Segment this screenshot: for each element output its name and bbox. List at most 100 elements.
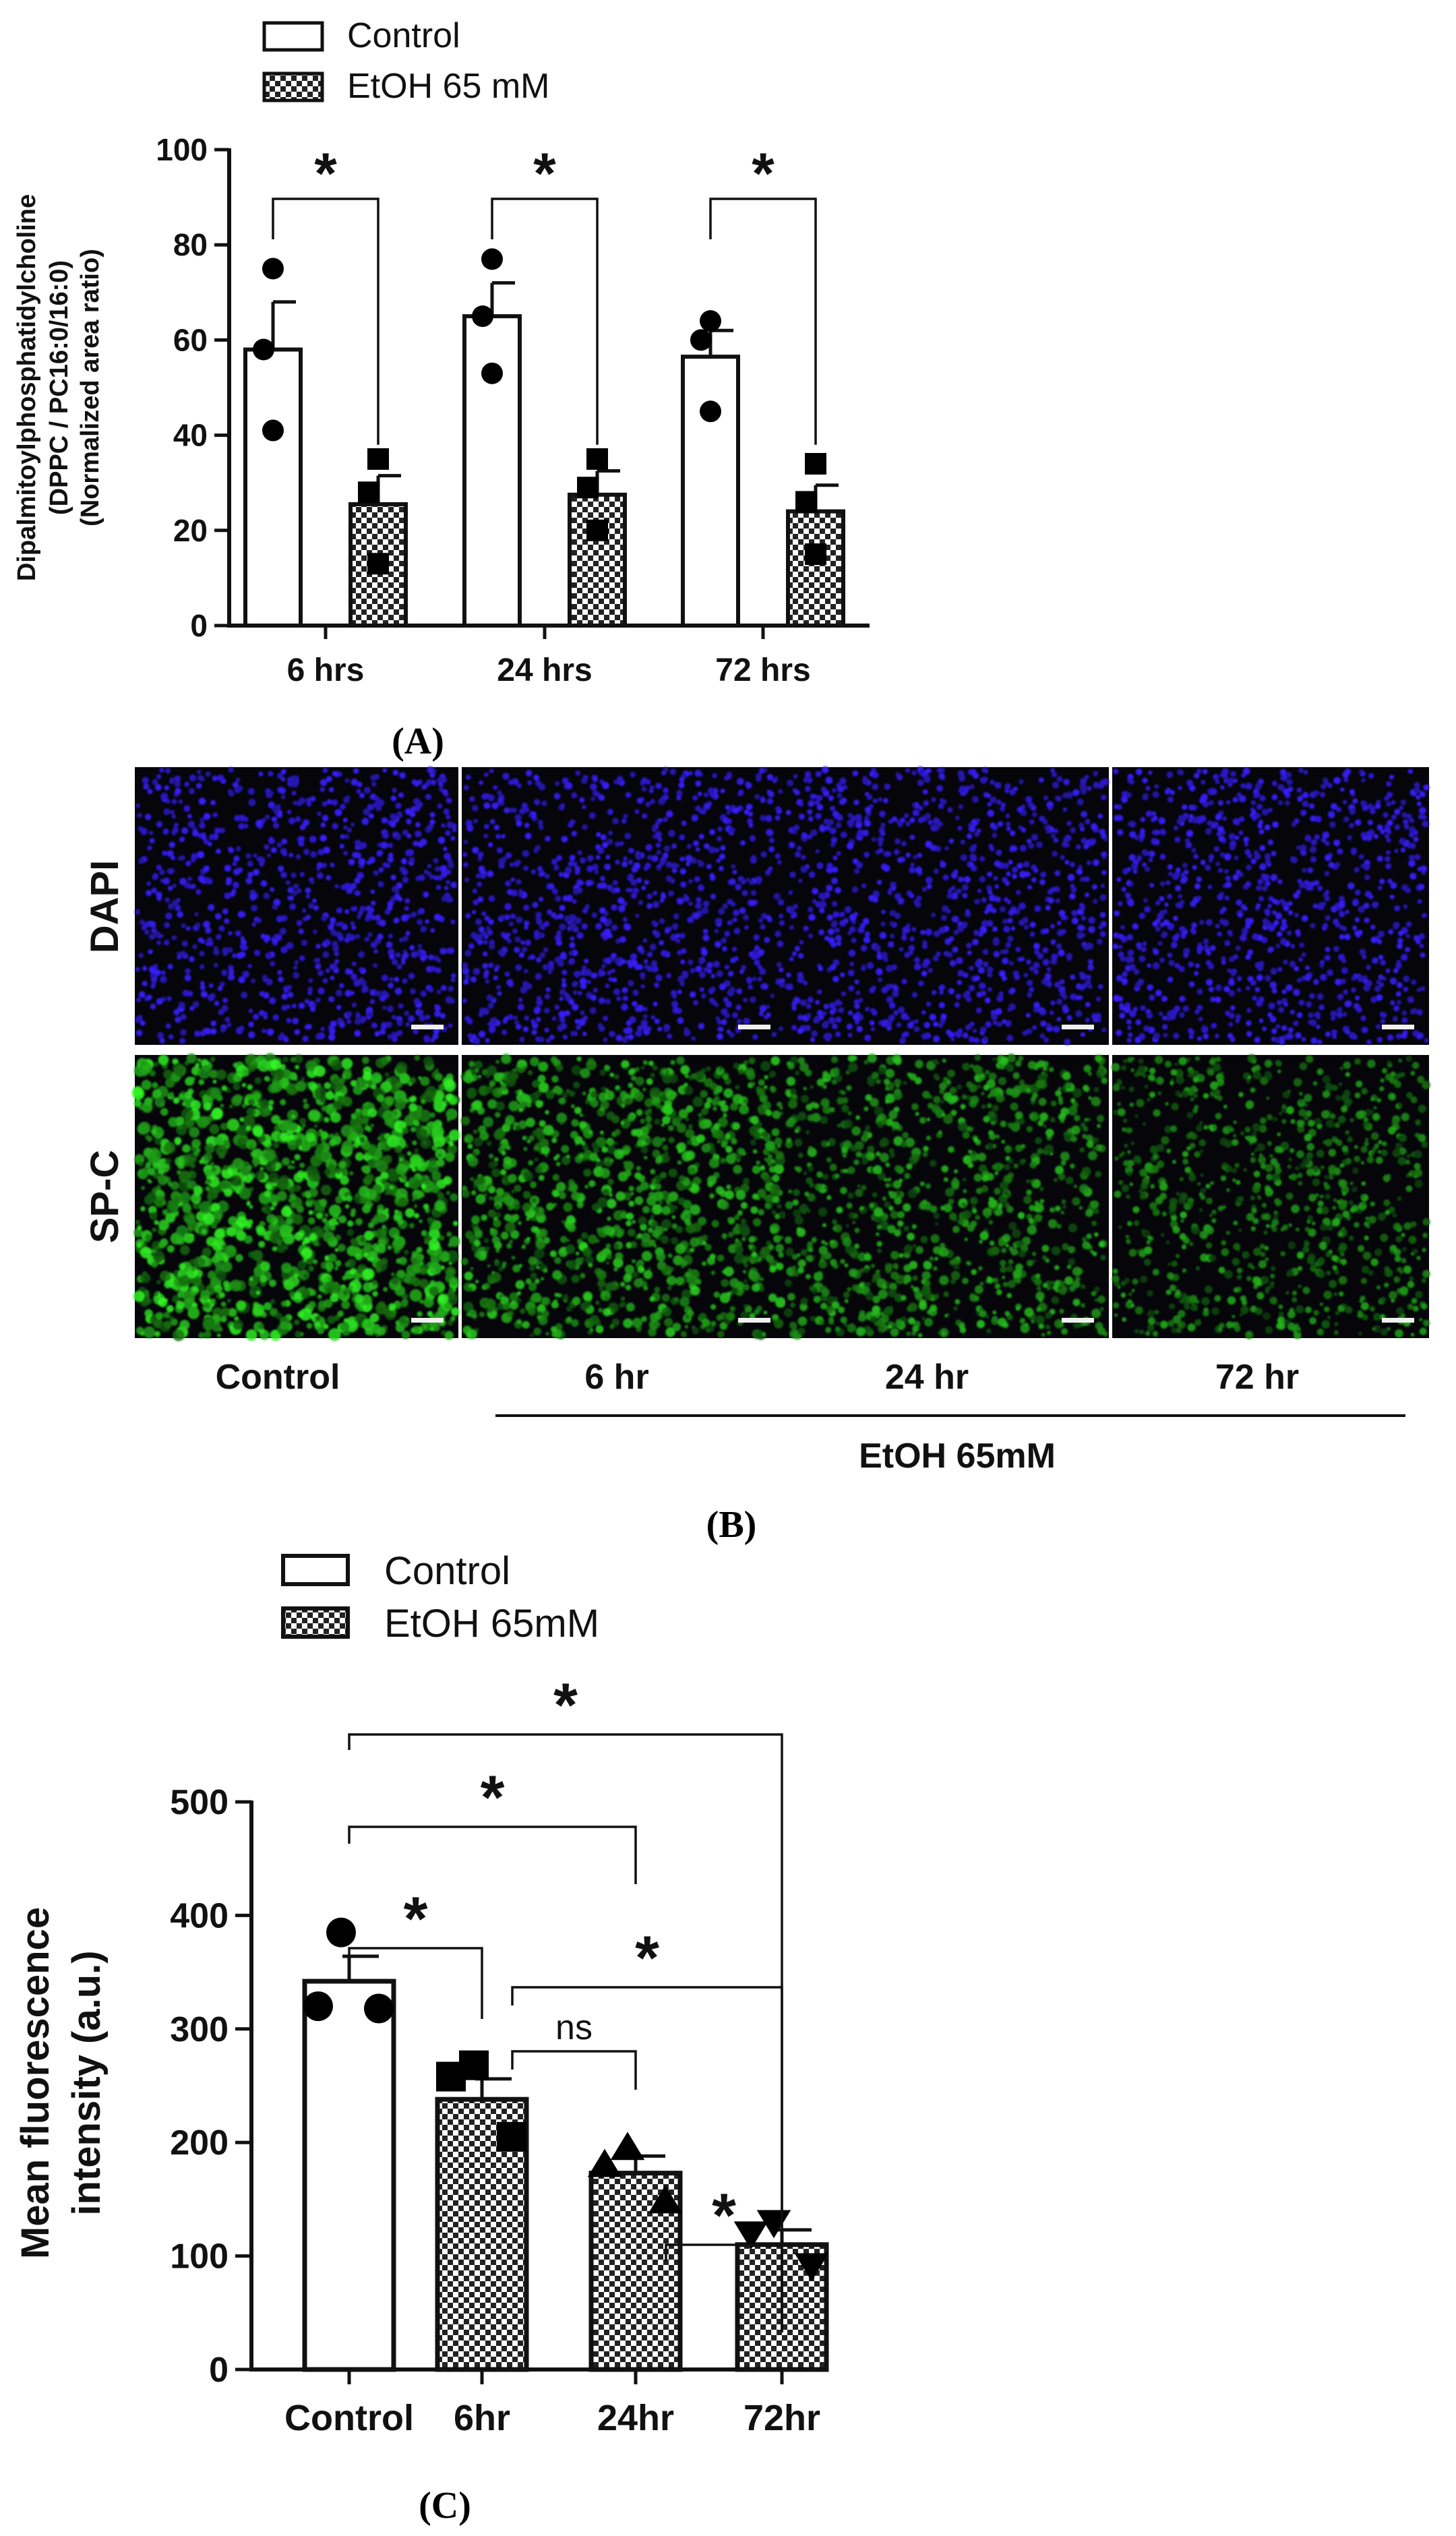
nucleus: [1416, 795, 1421, 800]
spc-signal: [437, 1153, 442, 1158]
nucleus: [844, 906, 852, 913]
nucleus: [638, 900, 644, 905]
nucleus: [338, 921, 344, 927]
nucleus: [641, 885, 646, 890]
spc-signal: [132, 1086, 144, 1097]
nucleus: [759, 1004, 767, 1013]
nucleus: [669, 768, 677, 775]
nucleus: [614, 886, 621, 893]
nucleus: [757, 976, 762, 982]
nucleus: [1376, 824, 1383, 831]
nucleus: [683, 895, 690, 902]
nucleus: [224, 892, 231, 899]
spc-signal: [398, 1257, 407, 1265]
spc-signal: [328, 1328, 341, 1341]
nucleus: [676, 795, 681, 801]
nucleus: [594, 791, 600, 797]
nucleus: [220, 982, 225, 987]
nucleus: [650, 960, 658, 967]
spc-signal: [233, 1319, 243, 1331]
spc-signal: [398, 1197, 408, 1207]
spc-signal: [416, 1246, 423, 1253]
nucleus: [401, 858, 407, 865]
nucleus: [1213, 773, 1219, 781]
nucleus: [1046, 967, 1052, 972]
nucleus: [488, 962, 494, 969]
nucleus: [568, 861, 573, 866]
nucleus: [463, 839, 468, 845]
nucleus: [679, 777, 685, 783]
nucleus: [281, 1004, 288, 1011]
spc-signal: [446, 1250, 459, 1263]
nucleus: [1222, 816, 1227, 821]
nucleus: [1100, 921, 1107, 928]
nucleus: [443, 847, 448, 851]
nucleus: [1284, 800, 1290, 806]
nucleus: [1377, 885, 1383, 890]
nucleus: [179, 836, 185, 843]
cell-dots: [461, 766, 785, 1045]
nucleus: [571, 831, 578, 837]
nucleus: [777, 859, 783, 865]
spc-signal: [301, 1247, 313, 1259]
nucleus: [1242, 932, 1247, 938]
nucleus: [401, 914, 408, 922]
nucleus: [487, 1002, 494, 1009]
nucleus: [330, 917, 336, 924]
nucleus: [205, 942, 210, 946]
nucleus: [482, 963, 489, 969]
nucleus: [166, 996, 172, 1002]
nucleus: [1058, 949, 1065, 957]
nucleus: [702, 967, 708, 972]
nucleus: [1413, 935, 1420, 941]
nucleus: [180, 950, 187, 957]
nucleus: [1159, 896, 1165, 902]
nucleus: [547, 969, 553, 975]
nucleus: [1069, 893, 1076, 900]
nucleus: [262, 1028, 267, 1033]
data-point: [805, 452, 826, 475]
spc-signal: [275, 1312, 282, 1320]
nucleus: [1277, 800, 1283, 806]
nucleus: [580, 982, 587, 990]
spc-signal: [209, 1069, 218, 1079]
nucleus: [1343, 989, 1349, 995]
nucleus: [242, 945, 248, 951]
nucleus: [1283, 905, 1290, 911]
nucleus: [1246, 1031, 1252, 1037]
nucleus: [1159, 957, 1165, 963]
nucleus: [366, 913, 372, 919]
nucleus: [1116, 975, 1123, 982]
nucleus: [913, 1026, 920, 1033]
nucleus: [1140, 816, 1146, 822]
nucleus: [835, 886, 841, 894]
nucleus: [914, 1019, 919, 1024]
nucleus: [203, 920, 210, 928]
nucleus: [865, 1006, 870, 1012]
nucleus: [604, 864, 611, 870]
nucleus: [1302, 868, 1307, 873]
nucleus: [523, 866, 528, 872]
spc-signal: [371, 1279, 378, 1286]
spc-signal: [202, 1116, 212, 1126]
nucleus: [404, 849, 413, 857]
nucleus: [344, 990, 352, 997]
nucleus: [1245, 986, 1250, 991]
nucleus: [450, 919, 456, 925]
spc-signal: [233, 1062, 238, 1068]
nucleus: [1350, 847, 1358, 855]
nucleus: [496, 847, 503, 854]
nucleus: [1349, 789, 1355, 795]
nucleus: [393, 917, 400, 924]
nucleus: [954, 815, 960, 820]
nucleus: [1304, 973, 1312, 982]
nucleus: [696, 897, 702, 903]
nucleus: [655, 974, 663, 982]
nucleus: [390, 822, 396, 828]
nucleus: [449, 998, 456, 1004]
nucleus: [163, 940, 170, 946]
nucleus: [134, 909, 141, 915]
nucleus: [1252, 810, 1256, 815]
nucleus: [1401, 1010, 1407, 1016]
